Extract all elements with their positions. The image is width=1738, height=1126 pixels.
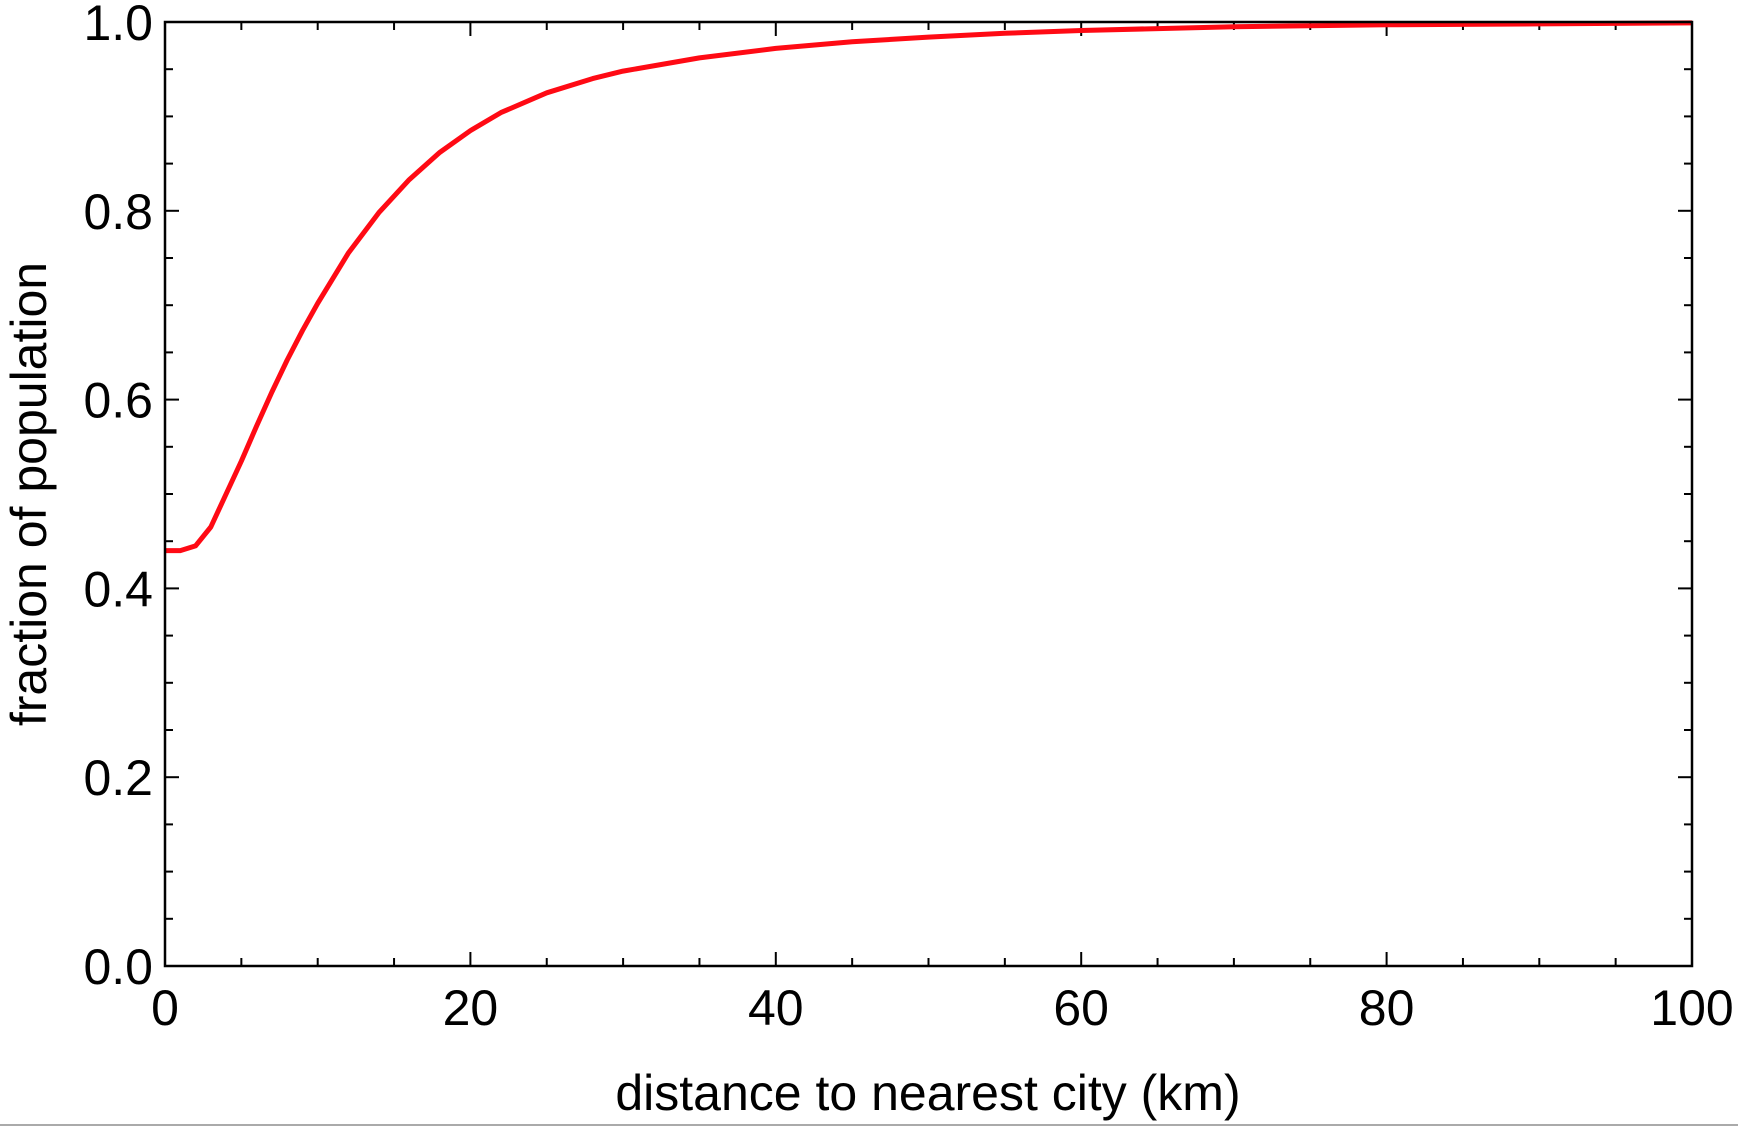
bottom-divider xyxy=(0,1124,1738,1126)
x-tick-labels: 0 20 40 60 80 100 xyxy=(151,980,1734,1036)
y-tick-label: 0.6 xyxy=(83,373,153,429)
y-tick-label: 0.0 xyxy=(83,939,153,995)
x-tick-label: 60 xyxy=(1053,980,1109,1036)
axis-ticks xyxy=(164,21,1693,967)
y-tick-label: 0.2 xyxy=(83,750,153,806)
x-tick-label: 100 xyxy=(1650,980,1733,1036)
x-tick-label: 80 xyxy=(1359,980,1415,1036)
plot-frame xyxy=(163,20,1694,968)
x-tick-label: 0 xyxy=(151,980,179,1036)
x-tick-label: 20 xyxy=(443,980,499,1036)
y-tick-label: 0.8 xyxy=(83,184,153,240)
x-axis-title: distance to nearest city (km) xyxy=(615,1065,1240,1121)
y-axis-title: fraction of population xyxy=(1,262,57,726)
x-tick-label: 40 xyxy=(748,980,804,1036)
series-line xyxy=(165,20,1693,554)
y-tick-label: 0.4 xyxy=(83,561,153,617)
y-tick-label: 1.0 xyxy=(83,0,153,51)
y-tick-labels: 0.0 0.2 0.4 0.6 0.8 1.0 xyxy=(83,0,153,995)
